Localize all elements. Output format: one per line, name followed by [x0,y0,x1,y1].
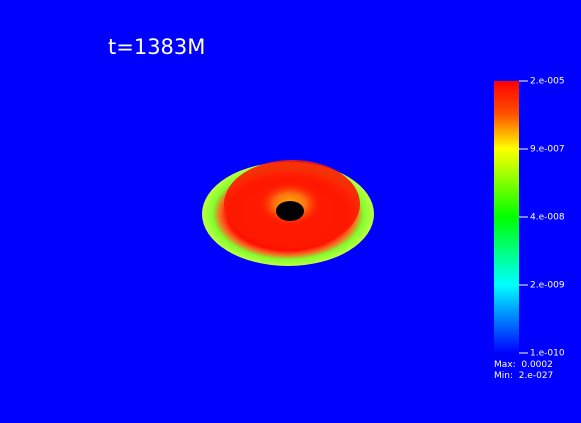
colorbar-label: 1.e-010 [530,349,565,359]
colorbar-label: 2.e-009 [530,281,565,291]
colorbar-ticks [519,80,528,354]
colorbar-label: 9.e-007 [530,145,565,155]
time-label: t=1383M [108,35,205,59]
min-value: Min: 2.e-027 [494,371,553,381]
max-value: Max: 0.0002 [494,360,553,370]
colorbar [494,81,519,353]
black-hole [276,201,304,221]
colorbar-label: 4.e-008 [530,213,565,223]
colorbar-label: 2.e-005 [530,77,565,87]
accretion-disk [202,160,374,266]
